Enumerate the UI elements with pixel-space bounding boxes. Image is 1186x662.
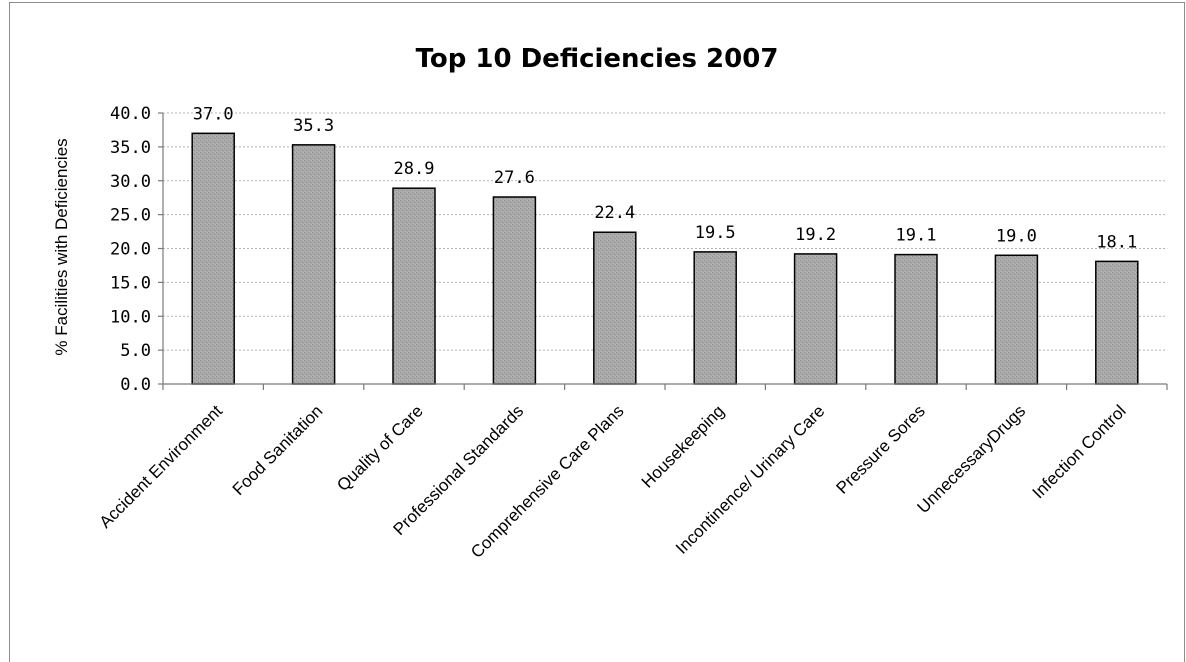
category-label: Accident Environment	[96, 401, 227, 532]
y-tick-label: 30.0	[110, 172, 151, 192]
bar	[1095, 260, 1139, 385]
y-tick-label: 0.0	[120, 375, 151, 395]
data-labels: 37.0 35.3 28.9 27.6 22.4 19.5 19.2 19.1 19.0 18.1	[193, 104, 1138, 252]
y-tick-label: 5.0	[120, 341, 151, 361]
data-label: 19.5	[695, 223, 736, 243]
data-label: 19.1	[896, 226, 937, 246]
data-label: 37.0	[193, 104, 234, 124]
bars	[191, 132, 1139, 385]
bar	[291, 144, 336, 385]
y-tick-label: 35.0	[110, 138, 151, 158]
data-label: 18.1	[1096, 232, 1137, 252]
bar	[392, 187, 436, 385]
bar	[593, 231, 637, 385]
y-tick-label: 15.0	[110, 273, 151, 293]
data-label: 19.2	[795, 225, 836, 245]
y-tick-label: 20.0	[110, 240, 151, 260]
data-label: 19.0	[996, 226, 1037, 246]
category-labels: Accident Environment Food Sanitation Quali…	[96, 401, 1130, 562]
chart-title: Top 10 Deficiencies 2007	[416, 44, 779, 74]
y-tick-label: 40.0	[110, 104, 151, 124]
y-axis-title: % Facilities with Deficiencies	[52, 138, 71, 355]
category-label: Food Sanitation	[229, 401, 327, 499]
bar	[693, 251, 737, 385]
category-label: UnnecessaryDrugs	[914, 401, 1030, 517]
y-tick-label: 10.0	[110, 307, 151, 327]
category-label: Pressure Sores	[833, 401, 929, 497]
bar	[492, 196, 537, 385]
bar	[793, 253, 838, 385]
y-axis-ticks: 0.0 5.0 10.0 15.0 20.0 25.0 30.0 35.0 40.0	[110, 104, 151, 395]
bar	[994, 254, 1039, 385]
category-label: Infection Control	[1029, 401, 1130, 502]
bar	[191, 132, 235, 385]
category-label: Quality of Care	[333, 401, 427, 495]
data-label: 28.9	[394, 159, 435, 179]
bar	[894, 253, 938, 385]
axes	[158, 112, 1168, 390]
data-label: 22.4	[594, 203, 635, 223]
data-label: 27.6	[494, 168, 535, 188]
data-label: 35.3	[293, 116, 334, 136]
y-tick-label: 25.0	[110, 206, 151, 226]
category-label: Housekeeping	[638, 401, 728, 491]
